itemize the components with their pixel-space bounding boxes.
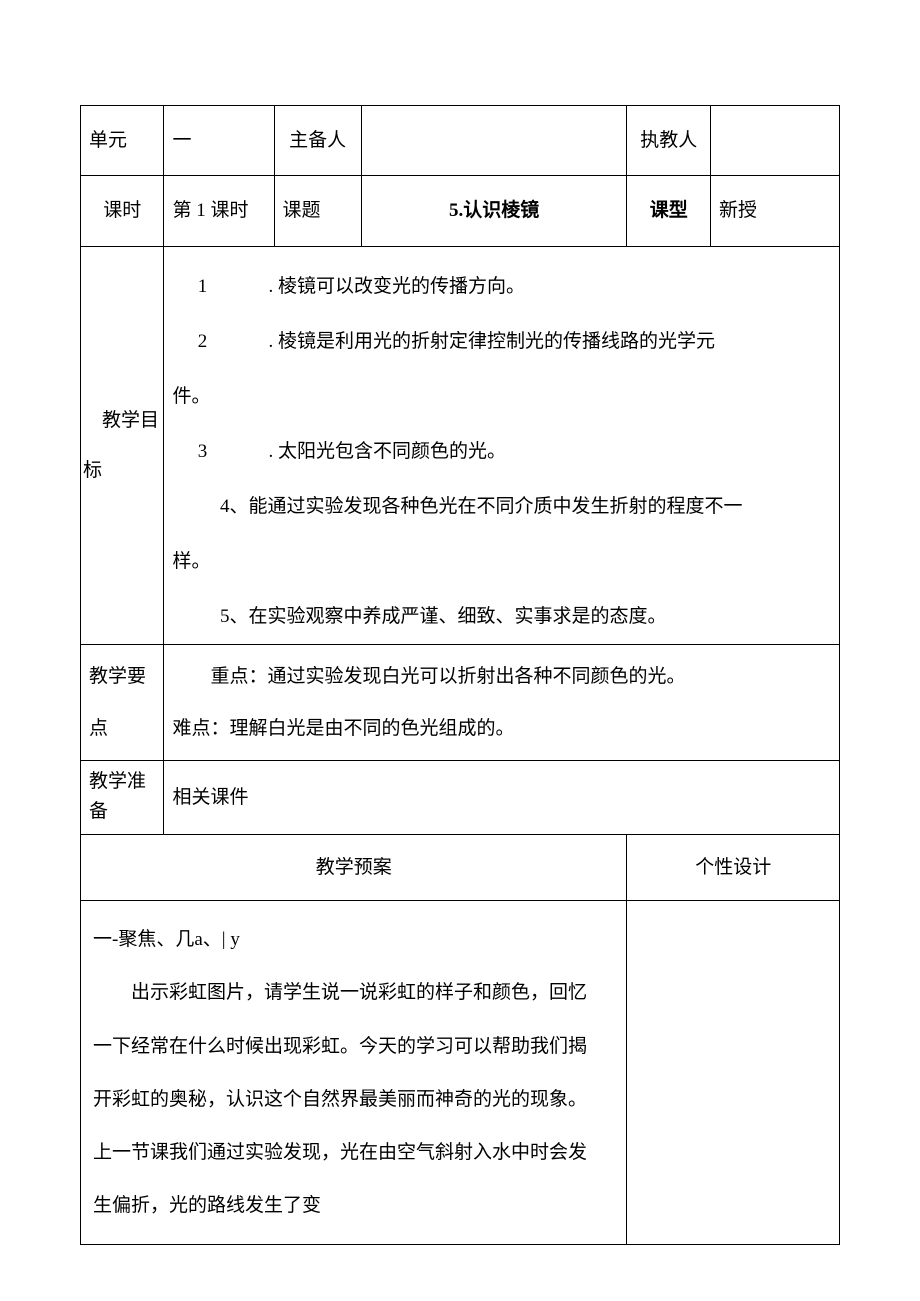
plan-right-label-cell: 个性设计 bbox=[627, 834, 840, 900]
obj-num-3: 3 bbox=[172, 424, 232, 479]
keypoints-value-cell: 重点：通过实验发现白光可以折射出各种不同颜色的光。 难点：理解白光是由不同的色光… bbox=[164, 645, 840, 761]
plan-right-label: 个性设计 bbox=[627, 835, 839, 900]
obj-text-4: 4、能通过实验发现各种色光在不同介质中发生折射的程度不一 bbox=[172, 479, 831, 534]
preparer-value-cell bbox=[361, 106, 627, 176]
topic-value-cell: 5.认识棱镜 bbox=[361, 176, 627, 246]
period-label-cell: 课时 bbox=[81, 176, 164, 246]
topic-label-cell: 课题 bbox=[274, 176, 361, 246]
obj-text-5: 5、在实验观察中养成严谨、细致、实事求是的态度。 bbox=[172, 589, 831, 644]
unit-label-cell: 单元 bbox=[81, 106, 164, 176]
obj-text-2: . 棱镜是利用光的折射定律控制光的传播线路的光学元 bbox=[268, 331, 715, 352]
plan-personal-cell bbox=[627, 901, 840, 1245]
obj-text-1: . 棱镜可以改变光的传播方向。 bbox=[268, 276, 525, 297]
topic-value: 5.认识棱镜 bbox=[362, 176, 627, 245]
plan-left-label: 教学预案 bbox=[81, 835, 626, 900]
plan-body-0: 出示彩虹图片，请学生说一说彩虹的样子和颜色，回忆 bbox=[93, 966, 614, 1019]
type-value: 新授 bbox=[711, 176, 839, 245]
objectives-label: 教学目标 bbox=[81, 386, 163, 505]
obj-text-3: . 太阳光包含不同颜色的光。 bbox=[268, 441, 506, 462]
plan-section-title: 一-聚焦、几a、| y bbox=[93, 913, 614, 966]
teacher-label-cell: 执教人 bbox=[627, 106, 710, 176]
keypoints-label: 教学要点 bbox=[81, 645, 163, 760]
lesson-plan-table: 单元 一 主备人 执教人 课时 第 1 课时 课题 5.认识棱镜 bbox=[80, 105, 840, 1245]
period-value: 第 1 课时 bbox=[164, 176, 273, 245]
plan-body-4: 生偏折，光的路线发生了变 bbox=[93, 1179, 614, 1232]
objectives-list: 1 . 棱镜可以改变光的传播方向。 2 . 棱镜是利用光的折射定律控制光的传播线路的… bbox=[164, 247, 839, 645]
plan-body-2: 开彩虹的奥秘，认识这个自然界最美丽而神奇的光的现象。 bbox=[93, 1073, 614, 1126]
unit-label: 单元 bbox=[81, 106, 163, 175]
teacher-value bbox=[711, 131, 839, 151]
objectives-value-cell: 1 . 棱镜可以改变光的传播方向。 2 . 棱镜是利用光的折射定律控制光的传播线路的… bbox=[164, 246, 840, 645]
obj-num-1: 1 bbox=[172, 259, 232, 314]
plan-body-3: 上一节课我们通过实验发现，光在由空气斜射入水中时会发 bbox=[93, 1126, 614, 1179]
unit-value: 一 bbox=[164, 106, 273, 175]
period-value-cell: 第 1 课时 bbox=[164, 176, 274, 246]
type-value-cell: 新授 bbox=[710, 176, 839, 246]
preparer-label: 主备人 bbox=[275, 106, 361, 175]
preparation-label-cell: 教学准备 bbox=[81, 761, 164, 835]
preparation-label: 教学准备 bbox=[81, 761, 163, 834]
preparation-value: 相关课件 bbox=[164, 763, 839, 832]
keypoints-label-cell: 教学要点 bbox=[81, 645, 164, 761]
obj-text-2b: 件。 bbox=[172, 369, 831, 424]
type-label-cell: 课型 bbox=[627, 176, 710, 246]
preparer-label-cell: 主备人 bbox=[274, 106, 361, 176]
period-label: 课时 bbox=[81, 176, 163, 245]
unit-value-cell: 一 bbox=[164, 106, 274, 176]
obj-text-4b: 样。 bbox=[172, 534, 831, 589]
preparer-value bbox=[362, 131, 627, 151]
keypoints-difficulty: 难点：理解白光是由不同的色光组成的。 bbox=[172, 703, 831, 754]
obj-num-2: 2 bbox=[172, 314, 232, 369]
topic-label: 课题 bbox=[275, 176, 361, 245]
keypoints-focus: 重点：通过实验发现白光可以折射出各种不同颜色的光。 bbox=[172, 651, 831, 702]
plan-body-1: 一下经常在什么时候出现彩虹。今天的学习可以帮助我们揭 bbox=[93, 1020, 614, 1073]
objectives-label-cell: 教学目标 bbox=[81, 246, 164, 645]
teacher-label: 执教人 bbox=[627, 106, 709, 175]
plan-left-label-cell: 教学预案 bbox=[81, 834, 627, 900]
teacher-value-cell bbox=[710, 106, 839, 176]
preparation-value-cell: 相关课件 bbox=[164, 761, 840, 835]
plan-body-cell: 一-聚焦、几a、| y 出示彩虹图片，请学生说一说彩虹的样子和颜色，回忆 一下经… bbox=[81, 901, 627, 1245]
type-label: 课型 bbox=[627, 176, 709, 245]
